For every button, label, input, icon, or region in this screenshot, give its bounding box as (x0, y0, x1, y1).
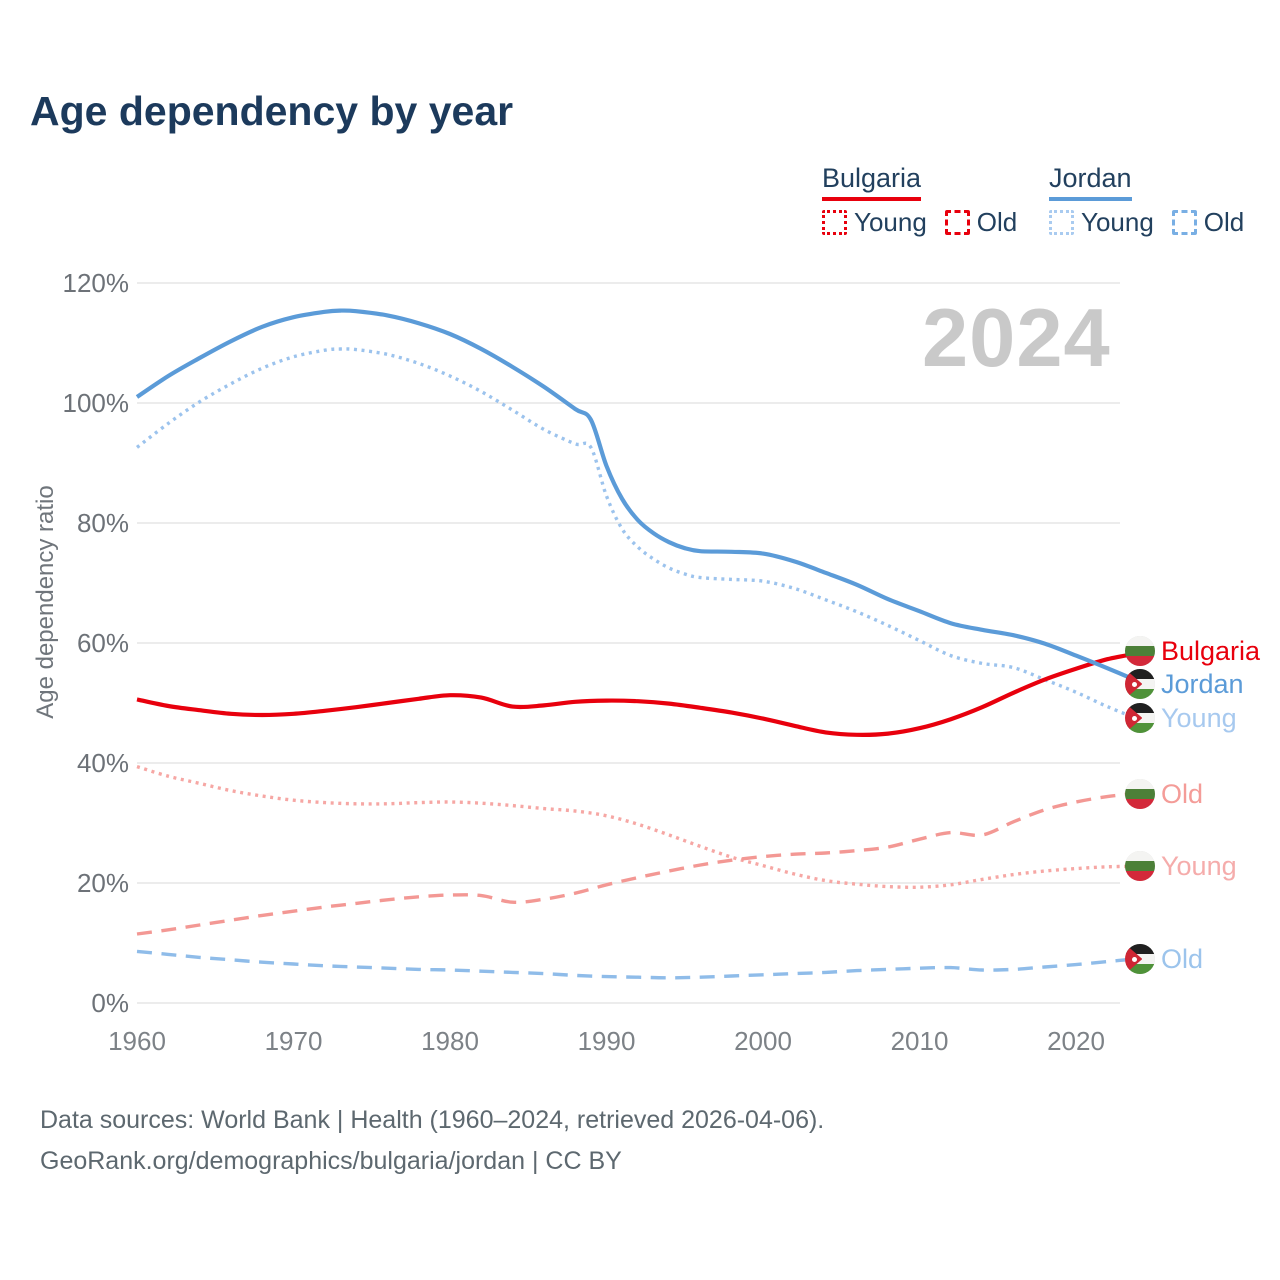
end-label-jordan-young: Young (1125, 702, 1237, 734)
end-label-text: Jordan (1161, 668, 1244, 699)
legend-item-label: Old (1203, 207, 1245, 237)
y-tick-label: 100% (63, 388, 130, 418)
dotted-swatch-icon (822, 210, 847, 235)
footer-attribution-line: GeoRank.org/demographics/bulgaria/jordan… (40, 1147, 622, 1175)
end-label-text: Young (1161, 702, 1237, 733)
end-label-text: Old (1161, 778, 1204, 809)
bulgaria-flag-icon (1125, 636, 1155, 666)
series-line-jordan-young (135, 347, 1140, 721)
legend-country-jordan: Jordan (1049, 163, 1132, 201)
legend-country-bulgaria: Bulgaria (822, 163, 922, 201)
series-line-jordan-total (135, 308, 1140, 684)
y-tick-label: 60% (77, 628, 129, 658)
series-line-jordan-old (136, 949, 1139, 980)
dashed-swatch-icon (1171, 210, 1197, 235)
y-tick-label: 120% (63, 268, 130, 298)
legend-row-bulgaria: Young Old (822, 207, 1017, 238)
end-label-jordan-total: Jordan (1125, 668, 1244, 700)
legend-group-jordan: Jordan Young Old (1049, 163, 1244, 238)
legend-row-jordan: Young Old (1049, 207, 1244, 238)
y-tick-label: 80% (77, 508, 129, 538)
footer: Data sources: World Bank | Health (1960–… (40, 1100, 824, 1182)
legend-item-label: Young (1081, 207, 1154, 237)
jordan-flag-icon (1125, 669, 1155, 699)
end-label-bulgaria-total: Bulgaria (1125, 635, 1260, 667)
end-label-text: Young (1161, 850, 1237, 881)
series-line-bulgaria-young (136, 764, 1139, 890)
legend-item-label: Young (854, 207, 927, 237)
x-tick-label: 2010 (891, 1026, 949, 1056)
bulgaria-flag-icon (1125, 851, 1155, 881)
legend-item-jordan-young: Young (1049, 207, 1154, 238)
dashed-swatch-icon (944, 210, 970, 235)
legend-group-bulgaria: Bulgaria Young Old (822, 163, 1017, 238)
jordan-flag-icon (1125, 703, 1155, 733)
legend-item-bulgaria-old: Old (944, 207, 1018, 238)
y-tick-label: 40% (77, 748, 129, 778)
x-tick-label: 2020 (1047, 1026, 1105, 1056)
end-label-text: Old (1161, 943, 1204, 974)
y-tick-label: 20% (77, 868, 129, 898)
end-label-text: Bulgaria (1161, 635, 1261, 666)
jordan-flag-icon (1125, 944, 1155, 974)
bulgaria-flag-icon (1125, 779, 1155, 809)
dotted-swatch-icon (1049, 210, 1074, 235)
x-tick-label: 1980 (421, 1026, 479, 1056)
series-line-bulgaria-total (136, 651, 1139, 737)
series-line-bulgaria-old (136, 791, 1139, 936)
page-title: Age dependency by year (30, 88, 514, 134)
x-tick-label: 1960 (108, 1026, 166, 1056)
x-tick-label: 1990 (578, 1026, 636, 1056)
legend-item-label: Old (976, 207, 1018, 237)
watermark-year: 2024 (922, 291, 1111, 384)
x-tick-label: 1970 (265, 1026, 323, 1056)
legend-item-bulgaria-young: Young (822, 207, 927, 238)
legend-item-jordan-old: Old (1171, 207, 1245, 238)
end-label-bulgaria-old: Old (1125, 778, 1203, 810)
y-tick-label: 0% (91, 988, 129, 1018)
x-tick-label: 2000 (734, 1026, 792, 1056)
end-label-bulgaria-young: Young (1125, 850, 1237, 882)
end-label-jordan-old: Old (1125, 943, 1203, 975)
footer-source-line: Data sources: World Bank | Health (1960–… (40, 1106, 825, 1134)
